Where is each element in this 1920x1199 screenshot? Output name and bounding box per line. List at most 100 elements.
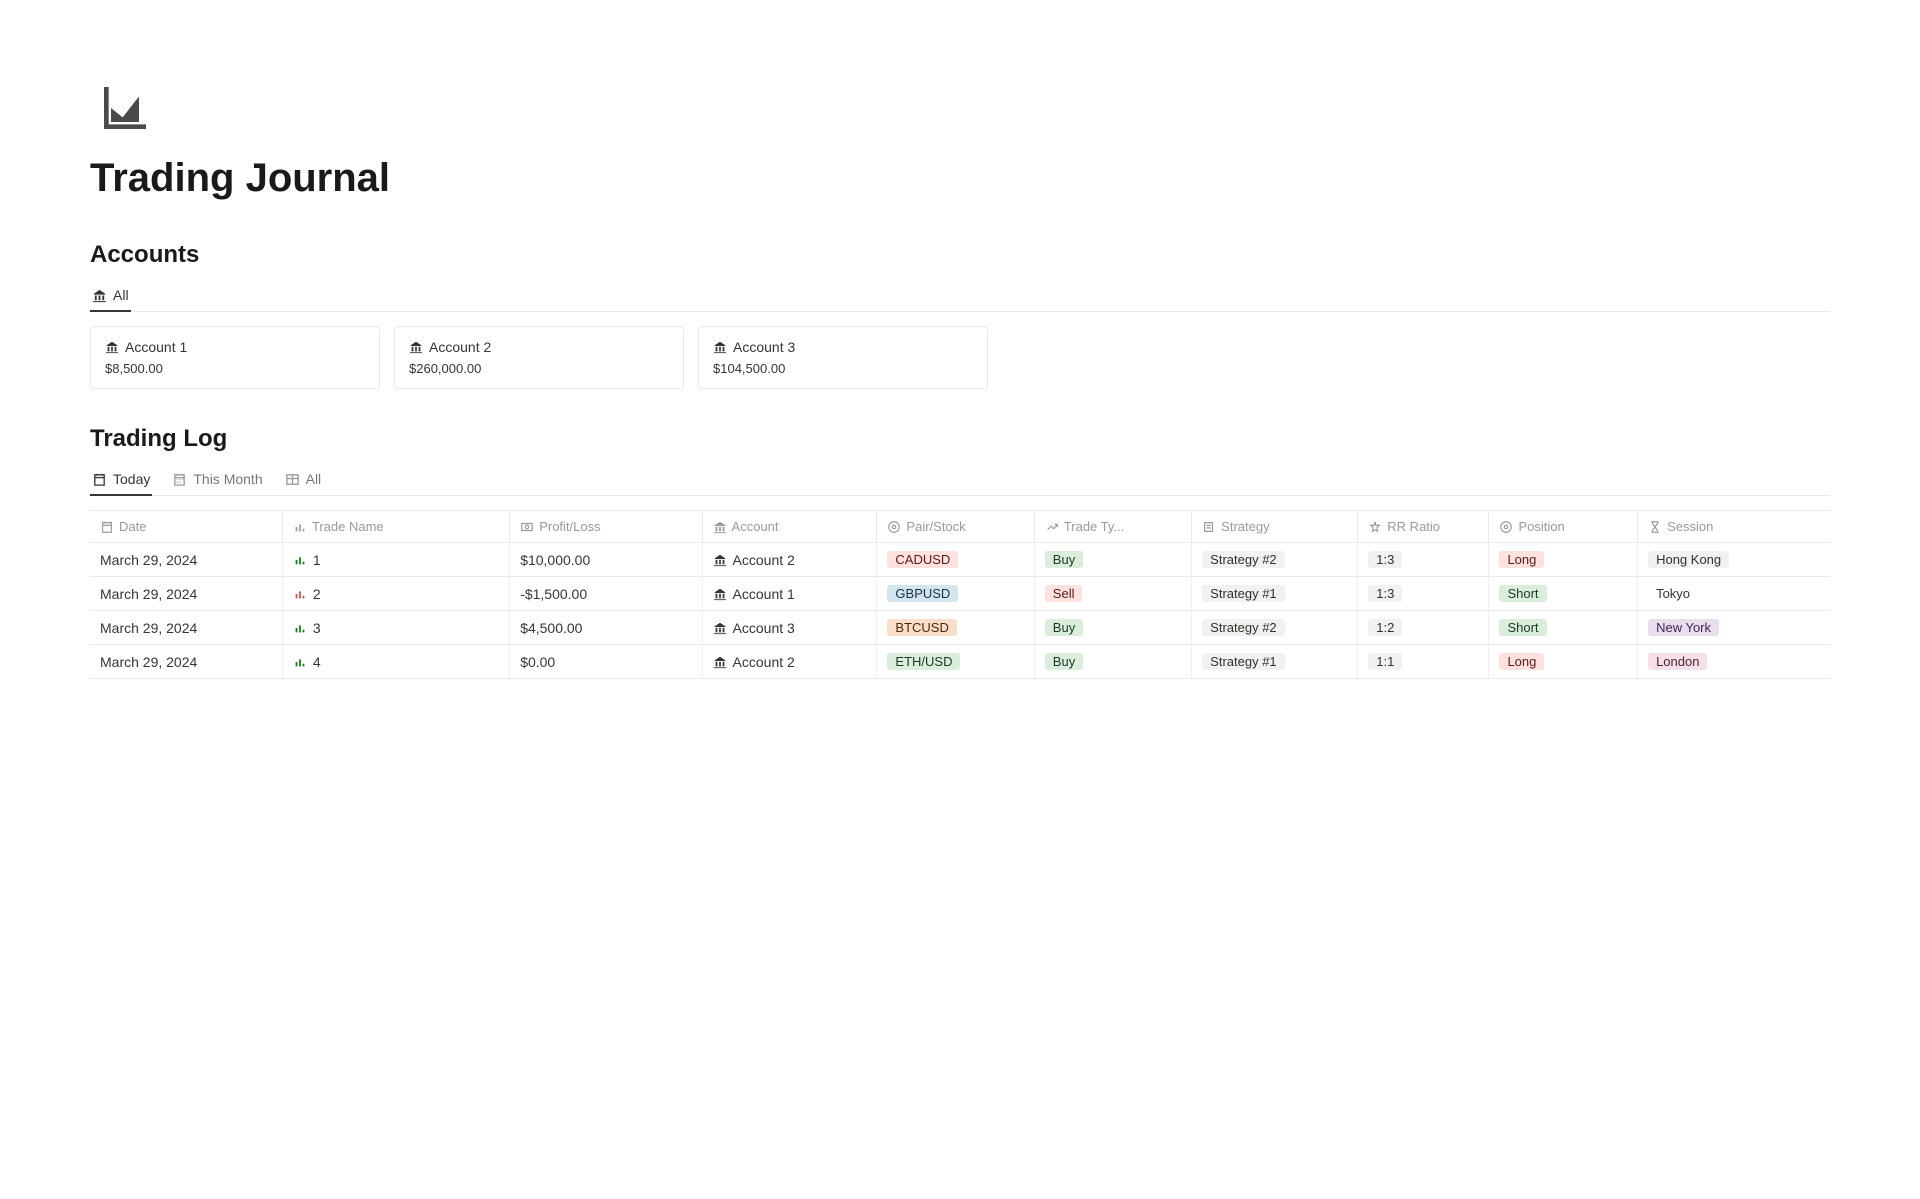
cell-session: New York — [1638, 611, 1830, 645]
cell-position: Long — [1489, 645, 1638, 679]
cell-strategy: Strategy #2 — [1192, 611, 1358, 645]
cell-profit-loss: $4,500.00 — [510, 611, 702, 645]
badge: ETH/USD — [887, 653, 960, 670]
cell-trade-name: 4 — [282, 645, 509, 679]
cell-date: March 29, 2024 — [90, 577, 282, 611]
badge: Short — [1499, 619, 1546, 636]
cell-strategy: Strategy #1 — [1192, 645, 1358, 679]
log-tab[interactable]: This Month — [170, 465, 264, 495]
badge: Strategy #1 — [1202, 585, 1285, 602]
bank-icon — [713, 340, 727, 354]
bank-icon — [713, 621, 727, 635]
account-card-title: Account 3 — [713, 339, 973, 355]
tab-icon — [172, 472, 187, 487]
cell-trade-type: Buy — [1034, 645, 1191, 679]
hourglass-icon — [1648, 520, 1662, 534]
bars-icon — [293, 621, 307, 635]
log-tab[interactable]: Today — [90, 465, 152, 495]
bank-icon — [713, 553, 727, 567]
col-trade-type[interactable]: Trade Ty... — [1034, 511, 1191, 543]
cell-session: London — [1638, 645, 1830, 679]
cell-trade-type: Buy — [1034, 543, 1191, 577]
cell-profit-loss: $0.00 — [510, 645, 702, 679]
col-session[interactable]: Session — [1638, 511, 1830, 543]
bank-icon — [105, 340, 119, 354]
bars-icon — [293, 655, 307, 669]
bank-icon — [713, 520, 727, 534]
account-cards: Account 1$8,500.00Account 2$260,000.00Ac… — [90, 326, 1830, 389]
badge: 1:1 — [1368, 653, 1402, 670]
badge: GBPUSD — [887, 585, 958, 602]
tab-label: All — [306, 471, 322, 487]
badge: Long — [1499, 653, 1544, 670]
col-profit-loss[interactable]: Profit/Loss — [510, 511, 702, 543]
account-card[interactable]: Account 1 $8,500.00 — [90, 326, 380, 389]
cell-trade-name: 2 — [282, 577, 509, 611]
table-row[interactable]: March 29, 20244$0.00Account 2 ETH/USD Buy S… — [90, 645, 1830, 679]
log-tabs: Today This Month All — [90, 465, 1830, 496]
accounts-heading: Accounts — [90, 241, 1830, 269]
cell-profit-loss: -$1,500.00 — [510, 577, 702, 611]
cell-account: Account 3 — [702, 611, 877, 645]
account-balance: $8,500.00 — [105, 361, 365, 376]
table-row[interactable]: March 29, 20242-$1,500.00Account 1 GBPUSD… — [90, 577, 1830, 611]
cell-pair: CADUSD — [877, 543, 1034, 577]
cell-rr: 1:3 — [1358, 543, 1489, 577]
badge: Strategy #1 — [1202, 653, 1285, 670]
badge: 1:2 — [1368, 619, 1402, 636]
circle-dot-icon — [887, 520, 901, 534]
account-balance: $260,000.00 — [409, 361, 669, 376]
log-tab[interactable]: All — [283, 465, 324, 495]
tab-label: Today — [113, 471, 150, 487]
account-card-title: Account 1 — [105, 339, 365, 355]
account-name: Account 1 — [125, 339, 187, 355]
trade-type-icon — [1045, 520, 1059, 534]
money-icon — [520, 520, 534, 534]
badge: Buy — [1045, 551, 1083, 568]
badge: Strategy #2 — [1202, 619, 1285, 636]
calendar-icon — [100, 520, 114, 534]
col-trade-name[interactable]: Trade Name — [282, 511, 509, 543]
cell-profit-loss: $10,000.00 — [510, 543, 702, 577]
cell-rr: 1:1 — [1358, 645, 1489, 679]
cell-account: Account 1 — [702, 577, 877, 611]
account-name: Account 3 — [733, 339, 795, 355]
account-balance: $104,500.00 — [713, 361, 973, 376]
cell-date: March 29, 2024 — [90, 543, 282, 577]
trading-log-table: Date Trade Name Profit/Loss Account Pair… — [90, 510, 1830, 679]
badge: Strategy #2 — [1202, 551, 1285, 568]
account-card[interactable]: Account 2 $260,000.00 — [394, 326, 684, 389]
col-date[interactable]: Date — [90, 511, 282, 543]
table-row[interactable]: March 29, 20243$4,500.00Account 3BTCUSDB… — [90, 611, 1830, 645]
table-row[interactable]: March 29, 20241$10,000.00Account 2CADUSD… — [90, 543, 1830, 577]
col-position[interactable]: Position — [1489, 511, 1638, 543]
badge: Buy — [1045, 619, 1083, 636]
col-strategy[interactable]: Strategy — [1192, 511, 1358, 543]
col-rr[interactable]: RR Ratio — [1358, 511, 1489, 543]
cell-position: Short — [1489, 611, 1638, 645]
badge: Short — [1499, 585, 1546, 602]
badge: CADUSD — [887, 551, 958, 568]
account-card[interactable]: Account 3 $104,500.00 — [698, 326, 988, 389]
page-icon — [90, 80, 160, 136]
cell-rr: 1:2 — [1358, 611, 1489, 645]
circle-dot-icon — [1499, 520, 1513, 534]
account-name: Account 2 — [429, 339, 491, 355]
cell-session: Tokyo — [1638, 577, 1830, 611]
tab-label: This Month — [193, 471, 262, 487]
badge: BTCUSD — [887, 619, 956, 636]
badge: Long — [1499, 551, 1544, 568]
cell-position: Short — [1489, 577, 1638, 611]
cell-strategy: Strategy #2 — [1192, 543, 1358, 577]
badge: New York — [1648, 619, 1719, 636]
accounts-tab-all[interactable]: All — [90, 281, 131, 311]
cell-date: March 29, 2024 — [90, 611, 282, 645]
col-account[interactable]: Account — [702, 511, 877, 543]
col-pair[interactable]: Pair/Stock — [877, 511, 1034, 543]
cell-pair: BTCUSD — [877, 611, 1034, 645]
cell-date: March 29, 2024 — [90, 645, 282, 679]
cell-account: Account 2 — [702, 645, 877, 679]
bank-icon — [92, 288, 107, 303]
badge: Hong Kong — [1648, 551, 1729, 568]
cell-pair: ETH/USD — [877, 645, 1034, 679]
